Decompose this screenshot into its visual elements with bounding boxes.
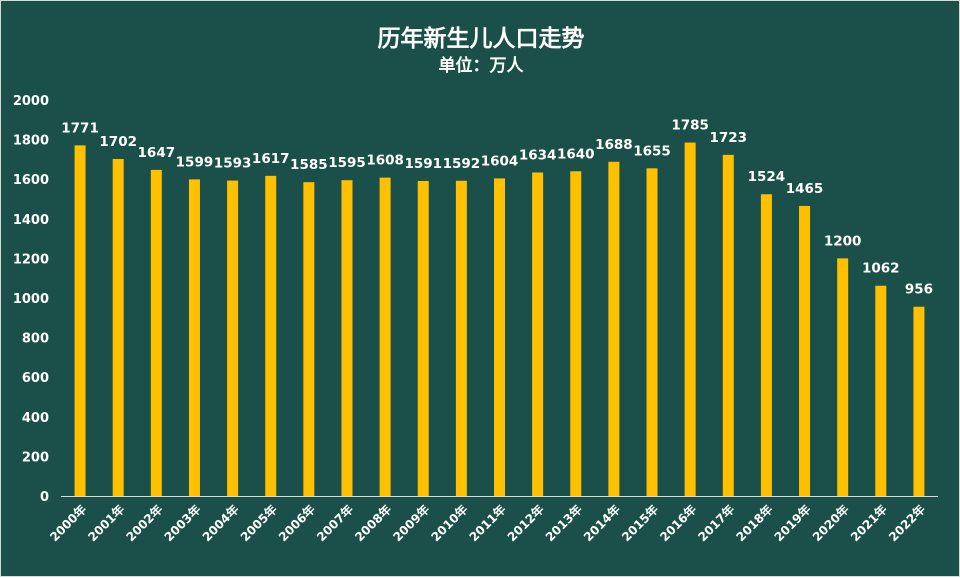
- bar: [150, 169, 162, 497]
- y-tick-label: 800: [22, 332, 49, 347]
- x-tick-label: 2022年: [885, 502, 928, 545]
- bar: [608, 161, 620, 496]
- data-label: 1465: [786, 181, 824, 197]
- y-tick-label: 1800: [13, 134, 49, 149]
- bar: [341, 180, 353, 496]
- x-tick-label: 2008年: [352, 502, 395, 545]
- data-label: 1200: [824, 233, 862, 249]
- data-label: 1702: [99, 134, 137, 150]
- y-tick-label: 200: [22, 450, 49, 465]
- x-tick-label: 2007年: [313, 502, 356, 545]
- data-label: 1608: [366, 153, 404, 169]
- x-tick-label: 2021年: [847, 502, 890, 545]
- bar: [455, 180, 467, 496]
- bar: [875, 285, 887, 496]
- bar: [112, 159, 124, 496]
- x-tick-label: 2003年: [161, 502, 204, 545]
- y-tick-label: 1000: [13, 292, 49, 307]
- x-tick-label: 2015年: [618, 502, 661, 545]
- y-tick-label: 1400: [13, 213, 49, 228]
- x-tick-label: 2005年: [237, 502, 280, 545]
- bar: [684, 142, 696, 496]
- x-tick-label: 2020年: [809, 502, 852, 545]
- x-tick-label: 2016年: [657, 502, 700, 545]
- y-tick-label: 2000: [13, 94, 49, 109]
- data-label: 1688: [595, 137, 633, 153]
- y-tick-label: 1200: [13, 252, 49, 267]
- y-tick-label: 1600: [13, 173, 49, 188]
- bar: [646, 168, 658, 496]
- bars: [74, 142, 925, 497]
- data-label: 1771: [61, 120, 99, 136]
- data-label: 1647: [138, 145, 176, 161]
- bar: [188, 179, 200, 496]
- bar: [760, 194, 772, 497]
- data-label: 1655: [633, 143, 671, 159]
- chart-title: 历年新生儿人口走势: [377, 26, 585, 52]
- data-label: 1524: [748, 169, 786, 185]
- bar: [913, 306, 925, 496]
- x-tick-label: 2000年: [46, 502, 89, 545]
- x-tick-label: 2001年: [85, 502, 128, 545]
- y-tick-label: 600: [22, 371, 49, 386]
- bar: [303, 182, 315, 497]
- data-label: 1591: [404, 156, 442, 172]
- data-label: 1640: [557, 146, 595, 162]
- x-tick-label: 2014年: [580, 502, 623, 545]
- bar: [532, 172, 544, 496]
- x-tick-label: 2004年: [199, 502, 242, 545]
- x-tick-label: 2002年: [123, 502, 166, 545]
- x-tick-label: 2019年: [771, 502, 814, 545]
- bar: [265, 175, 277, 497]
- bar: [74, 145, 86, 497]
- x-tick-label: 2018年: [733, 502, 776, 545]
- data-label: 1595: [328, 155, 366, 171]
- chart-subtitle: 单位：万人: [438, 56, 524, 76]
- bar: [379, 177, 391, 496]
- data-label: 1593: [214, 156, 252, 172]
- bar: [417, 180, 429, 496]
- x-tick-label: 2009年: [390, 502, 433, 545]
- data-label: 1785: [671, 118, 709, 134]
- data-label: 1604: [481, 153, 519, 169]
- bar: [570, 171, 582, 496]
- bar: [227, 180, 239, 496]
- bar: [494, 178, 505, 496]
- data-label: 1062: [862, 261, 900, 277]
- bar: [722, 154, 734, 496]
- bar: [799, 205, 811, 496]
- data-label: 1617: [252, 151, 290, 167]
- y-tick-label: 400: [22, 411, 49, 426]
- data-label: 1723: [709, 130, 747, 146]
- x-tick-label: 2017年: [695, 502, 738, 545]
- data-label: 1585: [290, 157, 328, 173]
- x-tick-label: 2010年: [428, 502, 471, 545]
- x-tick-label: 2012年: [504, 502, 547, 545]
- x-tick-label: 2006年: [275, 502, 318, 545]
- y-tick-label: 0: [40, 490, 49, 505]
- data-label: 956: [905, 282, 933, 298]
- data-label: 1592: [443, 156, 481, 172]
- y-axis: 0 200 400 600 800 1000 1200 1400 1600 1800 2000: [13, 94, 49, 505]
- x-tick-label: 2011年: [466, 502, 509, 545]
- data-label: 1634: [519, 147, 557, 163]
- data-label: 1599: [176, 154, 214, 170]
- x-tick-label: 2013年: [542, 502, 585, 545]
- bar: [837, 258, 849, 496]
- x-axis: 2000年2001年2002年2003年2004年2005年2006年2007年…: [46, 496, 938, 545]
